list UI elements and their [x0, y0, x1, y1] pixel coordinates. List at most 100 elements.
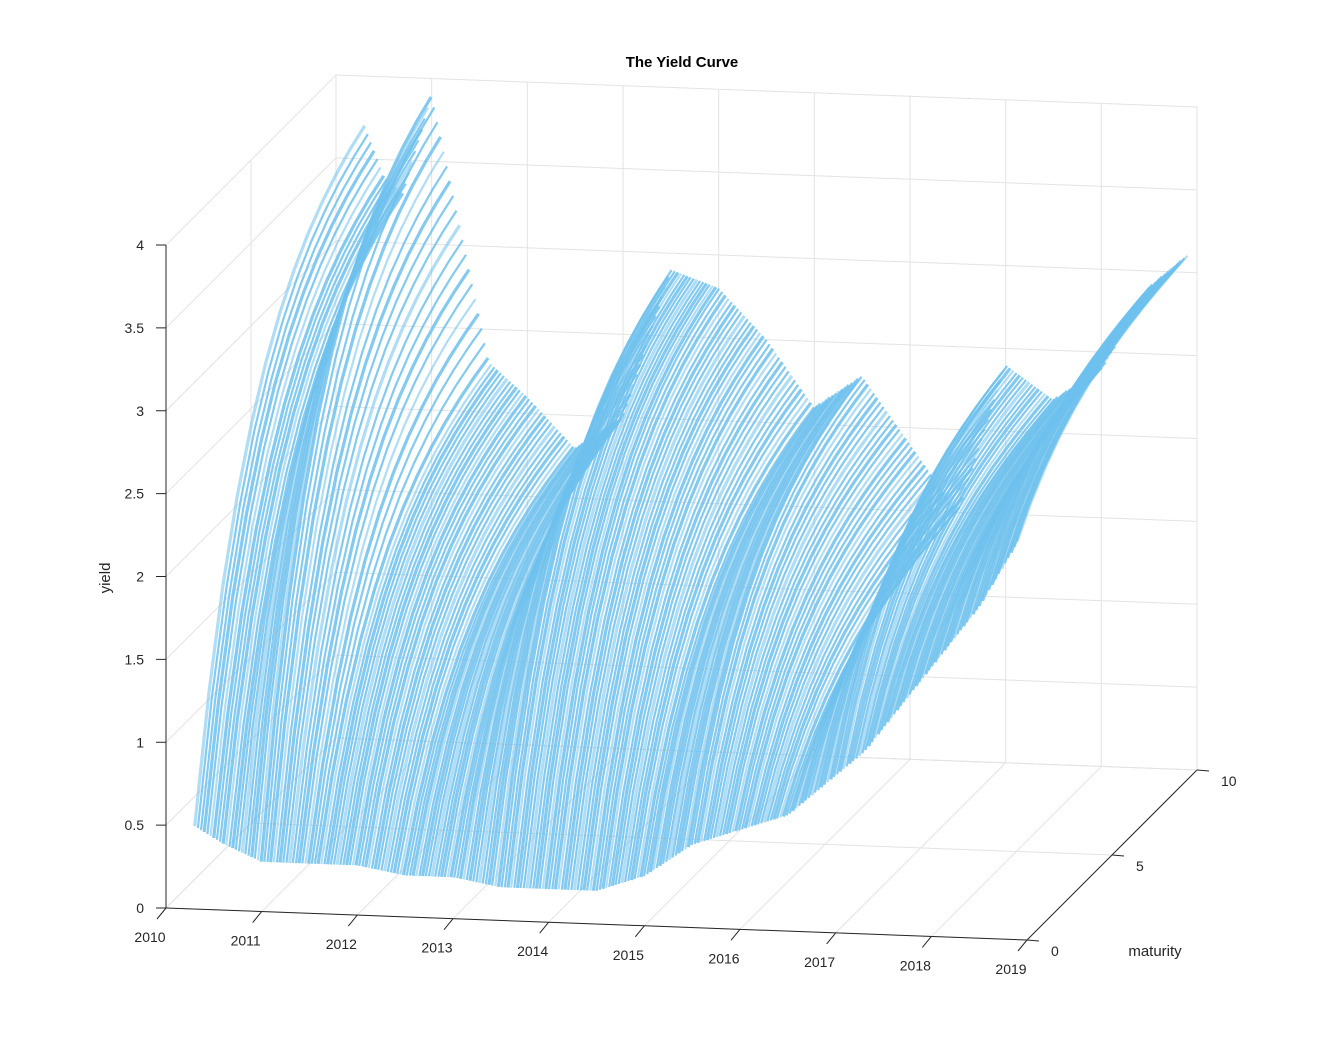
surface-maturity-line [377, 418, 550, 870]
surface-maturity-line [386, 429, 559, 873]
x-tick [443, 918, 454, 930]
surface-maturity-line [684, 380, 857, 850]
surface-maturity-line [522, 277, 695, 889]
surface-maturity-line [354, 394, 528, 866]
surface-maturity-line [291, 239, 464, 864]
surface-maturity-line [199, 141, 372, 831]
surface-maturity-line [876, 395, 1050, 735]
surface-maturity-line [857, 381, 1031, 757]
surface-maturity-line [633, 393, 806, 880]
surface-maturity-line [629, 388, 803, 881]
surface-maturity-line [895, 389, 1069, 711]
x-tick-label: 2012 [326, 936, 357, 952]
grid-line [165, 74, 337, 246]
x-tick [634, 925, 645, 938]
x-tick [826, 932, 837, 945]
surface-maturity-line [870, 390, 1043, 743]
z-tick-label: 3.5 [125, 320, 145, 336]
x-tick-label: 2017 [804, 954, 835, 970]
surface-maturity-line [513, 274, 686, 888]
surface-maturity-line [899, 388, 1072, 707]
surface-maturity-line [636, 397, 809, 879]
surface-maturity-line [202, 149, 376, 833]
surface-maturity-line [624, 379, 796, 883]
surface-maturity-line [215, 178, 388, 840]
x-tick-label: 2016 [708, 950, 739, 966]
surface-maturity-line [699, 388, 872, 843]
surface-maturity-line [212, 174, 386, 839]
surface-maturity-line [1003, 265, 1176, 564]
x-tick-label: 2015 [613, 947, 644, 963]
surface-maturity-line [591, 335, 765, 891]
surface-maturity-line [908, 381, 1081, 695]
surface-maturity-line [709, 401, 882, 840]
surface-maturity-line [690, 376, 863, 846]
surface-maturity-line [383, 425, 556, 872]
surface-maturity-line [652, 401, 825, 871]
surface-maturity-line [380, 422, 553, 871]
surface-maturity-line [544, 286, 718, 890]
surface-maturity-line [1016, 255, 1189, 543]
surface-maturity-line [838, 367, 1012, 772]
surface-maturity-line [529, 280, 702, 889]
surface-maturity-line [1013, 257, 1186, 548]
surface-maturity-line [389, 432, 562, 873]
surface-maturity-line [320, 363, 493, 865]
surface-maturity-line [420, 436, 594, 877]
surface-maturity-line [269, 136, 442, 863]
surface-maturity-line [345, 386, 518, 866]
surface-maturity-line [399, 442, 572, 875]
surface-maturity-line [572, 314, 746, 891]
surface-maturity-line [614, 366, 787, 886]
surface-maturity-line [323, 366, 496, 865]
surface-maturity-line [361, 401, 534, 867]
surface-maturity-line [294, 254, 467, 864]
surface-maturity-line [548, 287, 721, 890]
surface-maturity-line [842, 370, 1015, 770]
x-tick [347, 914, 358, 927]
surface-maturity-line [576, 318, 749, 891]
grid-line [335, 157, 1198, 191]
z-tick-label: 0.5 [125, 817, 145, 833]
surface-maturity-line [373, 415, 547, 870]
surface-maturity-line [1000, 267, 1173, 570]
surface-maturity-line [728, 428, 901, 834]
surface-maturity-line [582, 325, 756, 891]
surface-maturity-line [756, 469, 929, 825]
surface-maturity-line [500, 269, 673, 888]
surface-maturity-line [743, 450, 917, 829]
surface-maturity-line [617, 370, 790, 885]
x-axis-line [165, 907, 1028, 941]
surface-maturity-line [873, 393, 1046, 739]
surface-maturity-line [209, 166, 382, 837]
x-tick [539, 921, 550, 934]
surface-maturity-line [705, 396, 879, 841]
z-axis-label: yield [97, 563, 114, 594]
surface-maturity-line [703, 392, 876, 842]
surface-maturity-line [639, 401, 813, 878]
surface-maturity-line [510, 273, 683, 888]
z-tick-label: 3 [136, 403, 144, 419]
surface-maturity-line [316, 357, 490, 865]
surface-maturity-line [396, 439, 569, 875]
surface-maturity-line [686, 377, 860, 848]
z-tick-label: 2.5 [125, 486, 145, 502]
surface-maturity-line [339, 380, 512, 865]
surface-maturity-line [392, 435, 566, 874]
surface-maturity-line [747, 455, 920, 828]
x-tick-label: 2010 [134, 929, 165, 945]
surface-maturity-line [560, 301, 733, 890]
surface-maturity-line [541, 285, 714, 890]
z-tick-label: 0 [136, 900, 144, 916]
surface-maturity-line [734, 437, 908, 832]
surface-maturity-line [525, 278, 699, 889]
surface-maturity-line [259, 96, 433, 862]
surface-maturity-line [1006, 262, 1179, 559]
grid-line [165, 571, 337, 743]
surface-maturity-line [263, 106, 436, 863]
surface-maturity-line [861, 383, 1034, 754]
surface-maturity-line [851, 377, 1024, 762]
surface-maturity-line [715, 410, 889, 838]
surface-maturity-line [313, 342, 486, 864]
surface-maturity-line [595, 339, 768, 891]
